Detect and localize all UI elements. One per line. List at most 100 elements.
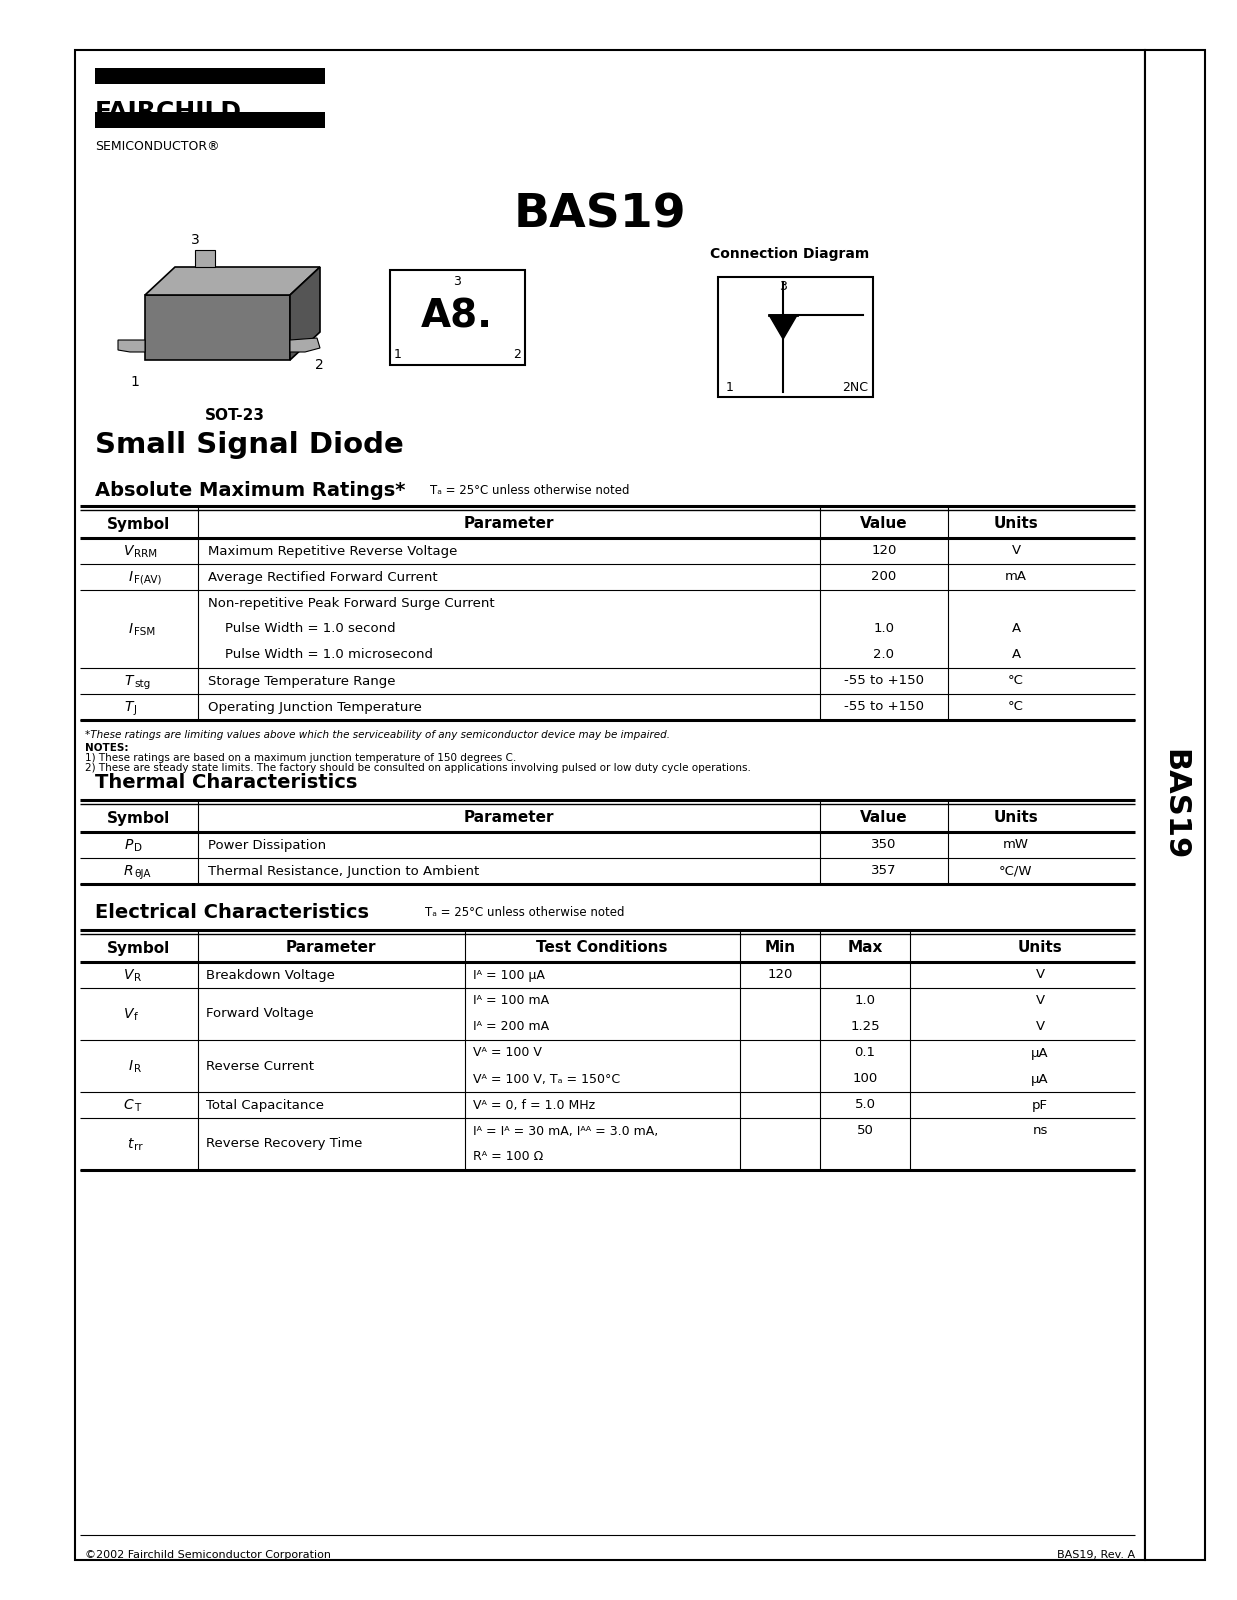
- Text: Parameter: Parameter: [464, 811, 554, 826]
- Text: 120: 120: [871, 544, 897, 557]
- Text: °C: °C: [1008, 675, 1024, 688]
- Polygon shape: [195, 250, 215, 267]
- Text: Breakdown Voltage: Breakdown Voltage: [207, 968, 335, 981]
- Text: Parameter: Parameter: [464, 517, 554, 531]
- Text: FSM: FSM: [134, 627, 156, 637]
- Text: 350: 350: [871, 838, 897, 851]
- Text: θJA: θJA: [134, 869, 151, 878]
- Text: Vᴬ = 100 V, Tₐ = 150°C: Vᴬ = 100 V, Tₐ = 150°C: [473, 1072, 620, 1085]
- Text: Thermal Characteristics: Thermal Characteristics: [95, 773, 357, 792]
- Text: ©2002 Fairchild Semiconductor Corporation: ©2002 Fairchild Semiconductor Corporatio…: [85, 1550, 332, 1560]
- Text: A: A: [1012, 622, 1021, 635]
- Text: f: f: [134, 1013, 137, 1022]
- Text: Iᴬ = 200 mA: Iᴬ = 200 mA: [473, 1021, 549, 1034]
- Text: Test Conditions: Test Conditions: [537, 941, 668, 955]
- Text: -55 to +150: -55 to +150: [844, 675, 924, 688]
- Text: Value: Value: [860, 811, 908, 826]
- Text: °C: °C: [1008, 701, 1024, 714]
- Text: Vᴬ = 0, f = 1.0 MHz: Vᴬ = 0, f = 1.0 MHz: [473, 1099, 595, 1112]
- Text: 120: 120: [767, 968, 793, 981]
- Text: Thermal Resistance, Junction to Ambient: Thermal Resistance, Junction to Ambient: [208, 864, 479, 877]
- Text: Units: Units: [993, 517, 1038, 531]
- Text: T: T: [125, 701, 134, 714]
- Text: Iᴬ = Iᴬ = 30 mA, Iᴬᴬ = 3.0 mA,: Iᴬ = Iᴬ = 30 mA, Iᴬᴬ = 3.0 mA,: [473, 1125, 658, 1138]
- Text: SOT-23: SOT-23: [205, 408, 265, 422]
- Text: I: I: [129, 570, 134, 584]
- Text: μA: μA: [1032, 1046, 1049, 1059]
- Text: Non-repetitive Peak Forward Surge Current: Non-repetitive Peak Forward Surge Curren…: [208, 597, 495, 610]
- Bar: [1145, 50, 1205, 1560]
- Text: Max: Max: [847, 941, 883, 955]
- Text: 2: 2: [315, 358, 324, 371]
- Text: D: D: [134, 843, 142, 853]
- Text: A8.: A8.: [421, 298, 494, 336]
- Polygon shape: [118, 341, 145, 352]
- Text: R: R: [134, 973, 141, 982]
- Polygon shape: [145, 294, 289, 360]
- Text: Reverse Recovery Time: Reverse Recovery Time: [207, 1138, 362, 1150]
- Text: P: P: [125, 838, 134, 851]
- Text: Iᴬ = 100 μA: Iᴬ = 100 μA: [473, 968, 544, 981]
- Text: NOTES:: NOTES:: [85, 742, 129, 754]
- Text: Parameter: Parameter: [286, 941, 376, 955]
- Text: Power Dissipation: Power Dissipation: [208, 838, 327, 851]
- Text: stg: stg: [134, 678, 150, 690]
- Text: V: V: [1035, 968, 1044, 981]
- Text: Symbol: Symbol: [108, 517, 171, 531]
- Text: 2NC: 2NC: [842, 381, 868, 394]
- Text: Vᴬ = 100 V: Vᴬ = 100 V: [473, 1046, 542, 1059]
- Text: Electrical Characteristics: Electrical Characteristics: [95, 902, 369, 922]
- Text: 1.25: 1.25: [850, 1021, 880, 1034]
- Text: SEMICONDUCTOR®: SEMICONDUCTOR®: [95, 141, 220, 154]
- Text: Small Signal Diode: Small Signal Diode: [95, 430, 403, 459]
- Text: V: V: [1035, 1021, 1044, 1034]
- Text: mA: mA: [1004, 571, 1027, 584]
- Text: V: V: [1012, 544, 1021, 557]
- Text: 1: 1: [131, 374, 140, 389]
- Text: Total Capacitance: Total Capacitance: [207, 1099, 324, 1112]
- Bar: [390, 270, 524, 365]
- Text: Pulse Width = 1.0 second: Pulse Width = 1.0 second: [208, 622, 396, 635]
- Polygon shape: [769, 315, 797, 339]
- Polygon shape: [289, 338, 320, 352]
- Text: *These ratings are limiting values above which the serviceability of any semicon: *These ratings are limiting values above…: [85, 730, 670, 739]
- Text: Min: Min: [764, 941, 795, 955]
- Bar: [95, 67, 325, 83]
- Text: 1.0: 1.0: [873, 622, 894, 635]
- Text: 2) These are steady state limits. The factory should be consulted on application: 2) These are steady state limits. The fa…: [85, 763, 751, 773]
- Text: -55 to +150: -55 to +150: [844, 701, 924, 714]
- Text: 2.0: 2.0: [873, 648, 894, 661]
- Text: Tₐ = 25°C unless otherwise noted: Tₐ = 25°C unless otherwise noted: [426, 906, 625, 918]
- Text: 2: 2: [513, 349, 521, 362]
- Text: Units: Units: [993, 811, 1038, 826]
- Text: 1.0: 1.0: [855, 995, 876, 1008]
- Text: 1: 1: [726, 381, 734, 394]
- Text: 5.0: 5.0: [855, 1099, 876, 1112]
- Text: T: T: [134, 1102, 140, 1114]
- Text: V: V: [124, 1006, 134, 1021]
- Text: mW: mW: [1003, 838, 1029, 851]
- Text: Average Rectified Forward Current: Average Rectified Forward Current: [208, 571, 438, 584]
- Text: I: I: [129, 1059, 134, 1074]
- Text: Tₐ = 25°C unless otherwise noted: Tₐ = 25°C unless otherwise noted: [430, 483, 630, 496]
- Text: 200: 200: [871, 571, 897, 584]
- Text: °C/W: °C/W: [999, 864, 1033, 877]
- Text: C: C: [124, 1098, 134, 1112]
- Text: 0.1: 0.1: [855, 1046, 876, 1059]
- Bar: [75, 50, 1145, 1560]
- Bar: [95, 112, 325, 128]
- Text: T: T: [125, 674, 134, 688]
- Text: Operating Junction Temperature: Operating Junction Temperature: [208, 701, 422, 714]
- Text: Absolute Maximum Ratings*: Absolute Maximum Ratings*: [95, 480, 406, 499]
- Text: Reverse Current: Reverse Current: [207, 1059, 314, 1072]
- Text: Forward Voltage: Forward Voltage: [207, 1008, 314, 1021]
- Text: Connection Diagram: Connection Diagram: [710, 246, 870, 261]
- Text: V: V: [124, 968, 134, 982]
- Text: Storage Temperature Range: Storage Temperature Range: [208, 675, 396, 688]
- Text: F(AV): F(AV): [134, 574, 162, 586]
- Text: RRM: RRM: [134, 549, 157, 558]
- Text: rr: rr: [134, 1142, 142, 1152]
- Text: I: I: [129, 622, 134, 635]
- Text: pF: pF: [1032, 1099, 1048, 1112]
- Text: Symbol: Symbol: [108, 811, 171, 826]
